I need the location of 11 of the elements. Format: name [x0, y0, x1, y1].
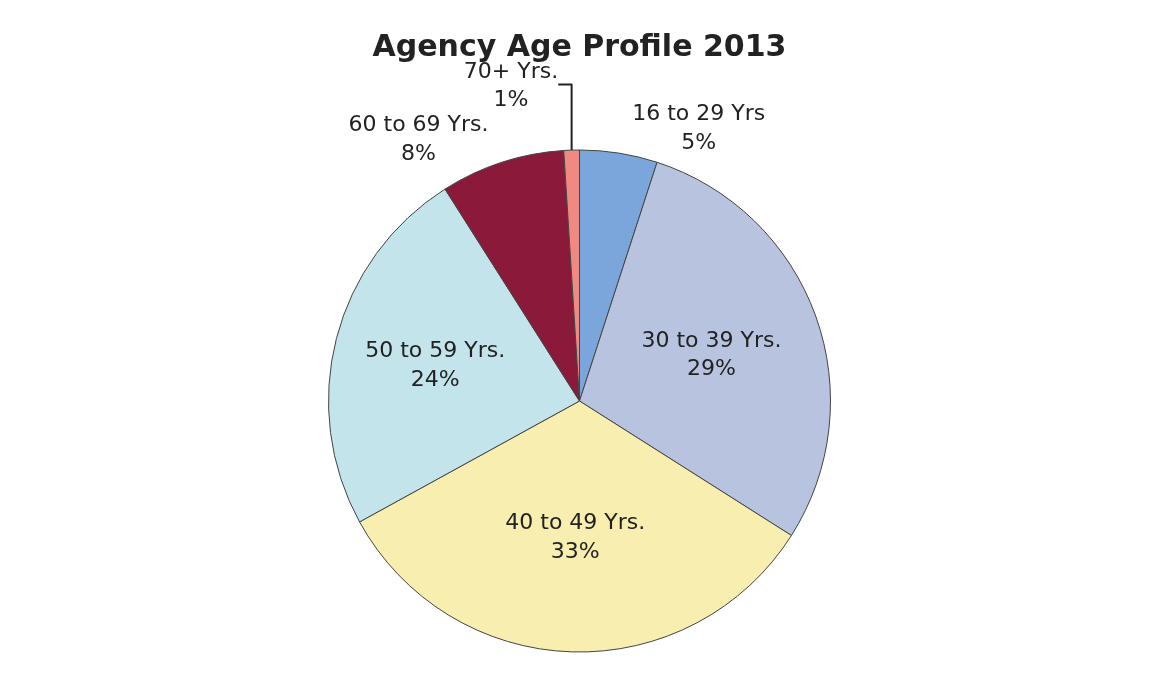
slice-label: 30 to 39 Yrs.	[641, 326, 782, 352]
data-label: 5%	[681, 128, 717, 154]
slice-label: 16 to 29 Yrs	[632, 100, 766, 126]
data-label: 1%	[493, 86, 529, 112]
data-label: 33%	[550, 537, 600, 563]
data-label: 24%	[410, 365, 460, 391]
data-label: 8%	[401, 139, 436, 165]
slice-label: 50 to 59 Yrs.	[365, 337, 506, 363]
slice-label: 60 to 69 Yrs.	[348, 111, 489, 137]
data-label: 29%	[686, 355, 736, 381]
slice-label: 40 to 49 Yrs.	[505, 509, 646, 535]
